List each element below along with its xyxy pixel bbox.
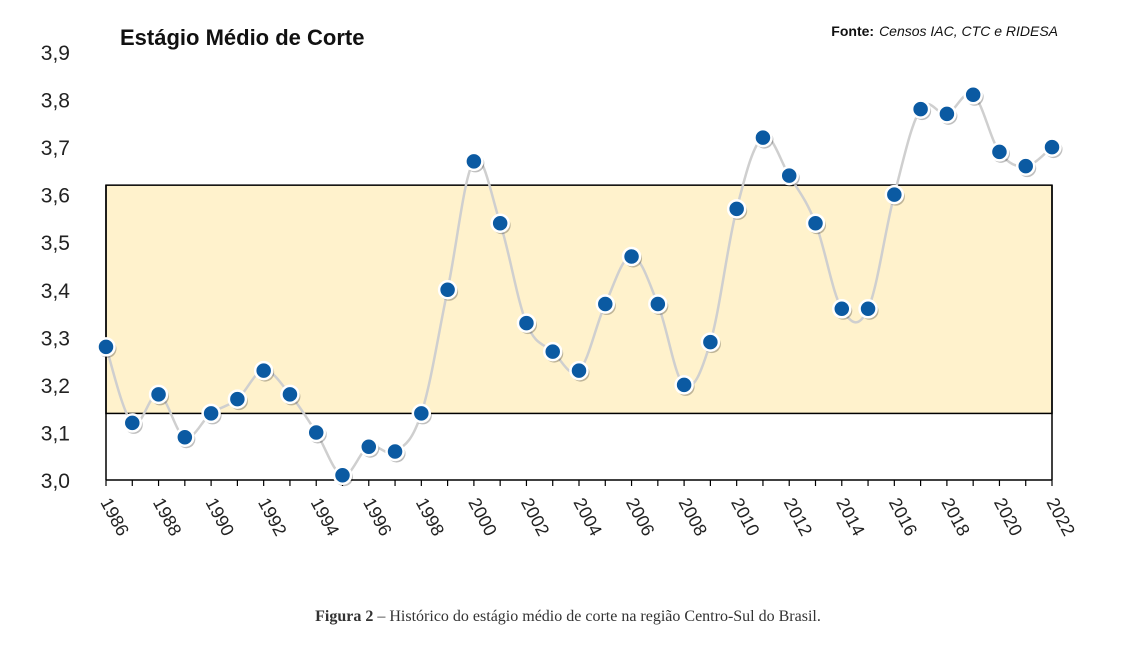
data-point [753,127,773,148]
data-point [963,85,983,105]
data-point [779,165,799,186]
y-tick-label: 3,9 [41,42,70,65]
data-point [674,375,694,395]
data-point [122,413,143,433]
y-tick-label: 3,0 [41,470,70,493]
y-tick-label: 3,8 [41,90,70,113]
data-point [201,403,221,424]
data-point [884,184,905,205]
chart-title: Estágio Médio de Corte [120,25,364,50]
data-point [227,389,248,409]
data-point [1015,156,1036,176]
caption-text: – Histórico do estágio médio de corte na… [373,608,821,625]
line-chart: 3,0 3,1 3,2 3,3 3,4 3,5 3,6 3,7 3,8 3,9 1986 1988 19… [41,23,1079,539]
x-tick-label: 2012 [780,494,816,539]
data-point [359,436,379,457]
x-tick-label: 2004 [569,494,605,539]
x-tick-label: 2020 [990,494,1026,539]
x-tick-label: 1990 [202,494,238,539]
x-tick-label: 2006 [622,494,658,539]
data-point [385,441,405,462]
x-tick-label: 2000 [464,494,500,539]
y-tick-label: 3,4 [41,280,71,303]
data-point [1042,137,1062,157]
x-tick-label: 2014 [832,494,868,539]
data-point [332,465,353,485]
x-tick-label: 1992 [254,494,290,539]
chart-container: 3,0 3,1 3,2 3,3 3,4 3,5 3,6 3,7 3,8 3,9 1986 1988 19… [41,23,1079,539]
data-point [621,246,642,267]
data-point [726,199,747,219]
data-point [411,403,432,424]
data-point [464,151,484,172]
caption-label: Figura 2 [315,608,374,625]
x-tick-label: 2002 [517,494,553,539]
x-tick-label: 2010 [727,494,763,539]
source-label: Fonte: [831,23,874,39]
y-tick-label: 3,5 [41,232,70,255]
data-point [700,332,721,352]
x-tick-label: 1996 [359,494,395,539]
data-point [306,422,326,443]
data-point [253,360,274,381]
data-point [516,313,537,333]
y-tick-label: 3,3 [41,327,70,350]
data-point [437,280,458,300]
x-tick-label: 1998 [412,494,448,539]
data-point [280,384,300,405]
x-tick-label: 1988 [149,494,185,539]
y-tick-label: 3,1 [41,422,70,445]
y-tick-label: 3,2 [41,375,70,398]
x-tick-label: 2016 [885,494,921,539]
data-point [595,294,616,314]
data-point [96,337,116,357]
data-point [569,360,589,381]
chart-source: Fonte: Censos IAC, CTC e RIDESA [831,23,1058,39]
data-point [937,104,957,124]
data-point [832,299,852,319]
data-point [175,427,195,447]
data-point [542,341,563,362]
x-tick-label: 2008 [675,494,711,539]
data-point [858,299,878,319]
x-tick-label: 2018 [937,494,973,539]
data-point [805,213,826,233]
figure-caption: Figura 2 – Histórico do estágio médio de… [0,608,1136,626]
x-tick-label: 1986 [96,494,132,539]
data-point [648,294,668,314]
x-tick-label: 1994 [307,494,343,539]
data-point [910,99,931,119]
data-point [490,213,510,233]
data-point [148,384,169,405]
data-point [989,142,1010,162]
x-tick-label: 2022 [1042,494,1078,539]
y-tick-label: 3,7 [41,137,70,160]
y-tick-label: 3,6 [41,185,70,208]
source-text: Censos IAC, CTC e RIDESA [879,23,1058,39]
